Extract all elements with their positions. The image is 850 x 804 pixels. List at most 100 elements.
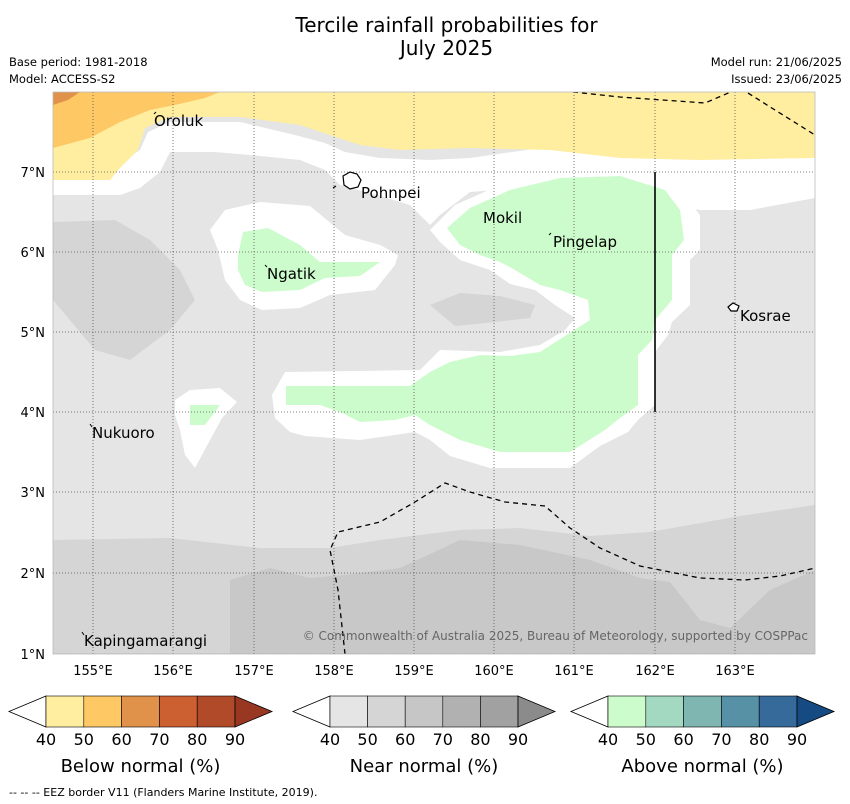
colorbar-tick-label: 60 <box>673 730 693 749</box>
colorbar-swatch <box>442 695 481 728</box>
place-pingelap: Pingelap <box>553 233 617 251</box>
lon-tick-label: 158°E <box>314 664 354 679</box>
colorbar-tick-label: 60 <box>111 730 131 749</box>
colorbar-swatch <box>645 695 684 728</box>
model-name: Model: ACCESS-S2 <box>9 72 116 86</box>
colorbar-swatch <box>758 695 798 728</box>
issued-date: Issued: 23/06/2025 <box>731 72 842 86</box>
model-run: Model run: 21/06/2025 <box>710 55 842 69</box>
meta-right: Model run: 21/06/2025 Issued: 23/06/2025 <box>711 54 842 88</box>
colorbar-tick-label: 40 <box>320 730 340 749</box>
lat-tick-label: 7°N <box>21 166 46 181</box>
colorbar-title: Below normal (%) <box>61 756 221 777</box>
colorbar-high-extend <box>796 695 836 728</box>
gridlines <box>53 92 815 654</box>
colorbar-swatch <box>121 695 160 728</box>
pingelap-islet <box>548 232 552 236</box>
colorbar-swatch <box>721 695 760 728</box>
lat-tick-label: 5°N <box>21 326 46 341</box>
colorbar-swatch <box>683 695 722 728</box>
colorbar-tick-label: 70 <box>433 730 453 749</box>
colorbar-low-extend <box>291 695 331 728</box>
oroluk-islet <box>153 111 157 115</box>
colorbar-tick-label: 40 <box>598 730 618 749</box>
colorbar-high-extend <box>234 695 274 728</box>
place-pohnpei: Pohnpei <box>361 184 421 202</box>
above-normal-40-small <box>190 405 220 425</box>
colorbar-tick-label: 90 <box>787 730 807 749</box>
above-normal-40-ngatik <box>238 228 380 292</box>
colorbar-tick-label: 50 <box>357 730 377 749</box>
lat-tick-label: 2°N <box>21 567 46 582</box>
near-normal-60-south <box>230 540 815 654</box>
colorbar-high-extend <box>517 695 557 728</box>
colorbar-tick-label: 80 <box>470 730 490 749</box>
colorbar-swatch <box>159 695 198 728</box>
colorbar-tick-label: 80 <box>749 730 769 749</box>
colorbar-swatch <box>404 695 444 728</box>
eez-border <box>329 92 815 654</box>
near-normal-50-west <box>53 220 195 360</box>
white-band-north <box>53 122 815 225</box>
nukuoro-islet <box>89 423 93 428</box>
copyright-notice: © Commonwealth of Australia 2025, Bureau… <box>303 629 808 643</box>
lat-tick-label: 3°N <box>21 486 46 501</box>
lon-tick-label: 161°E <box>554 664 594 679</box>
place-kosrae: Kosrae <box>740 307 791 325</box>
colorbar-tick-label: 50 <box>74 730 94 749</box>
pohnpei-islet <box>332 185 337 189</box>
colorbar-tick-label: 50 <box>636 730 656 749</box>
kosrae-island-icon <box>727 302 740 312</box>
title-line-1: Tercile rainfall probabilities for <box>295 13 598 37</box>
base-period: Base period: 1981-2018 <box>9 55 148 69</box>
place-kapingamarangi: Kapingamarangi <box>84 632 207 650</box>
colorbar-tick-label: 60 <box>395 730 415 749</box>
colorbar-swatch <box>367 695 406 728</box>
colorbar-tick-label: 70 <box>711 730 731 749</box>
colorbar-swatch <box>83 695 122 728</box>
latitude-axis: 7°N 6°N 5°N 4°N 3°N 2°N 1°N <box>21 166 46 663</box>
map-title: Tercile rainfall probabilities for July … <box>0 14 850 60</box>
below-normal-50-band <box>53 92 220 148</box>
longitude-axis: 155°E 156°E 157°E 158°E 159°E 160°E 161°E 162°E… <box>73 664 755 679</box>
place-mokil: Mokil <box>483 209 522 227</box>
near-normal-50-centre <box>430 293 535 326</box>
meta-left: Base period: 1981-2018 Model: ACCESS-S2 <box>9 54 148 88</box>
place-nukuoro: Nukuoro <box>92 424 155 442</box>
below-normal-40-band <box>53 92 815 180</box>
colorbar-swatch <box>196 695 236 728</box>
lat-tick-label: 6°N <box>21 246 46 261</box>
lon-tick-label: 157°E <box>234 664 274 679</box>
lon-tick-label: 162°E <box>635 664 675 679</box>
lon-tick-label: 156°E <box>153 664 193 679</box>
colorbar-title: Above normal (%) <box>621 756 783 777</box>
colorbar-swatch <box>45 695 85 728</box>
colorbar-tick-label: 40 <box>36 730 56 749</box>
lon-tick-label: 163°E <box>715 664 755 679</box>
below-normal-60-patch <box>53 92 80 105</box>
lat-tick-label: 1°N <box>21 648 46 663</box>
above-normal-40-main <box>286 176 684 452</box>
colorbar-tick-label: 80 <box>187 730 207 749</box>
colorbar-swatch <box>329 695 368 728</box>
colorbar-title: Near normal (%) <box>350 756 499 777</box>
place-ngatik: Ngatik <box>267 265 316 283</box>
lat-tick-label: 4°N <box>21 406 46 421</box>
ngatik-islet <box>264 264 268 268</box>
title-line-2: July 2025 <box>399 36 494 60</box>
eez-footnote: -- -- -- EEZ border V11 (Flanders Marine… <box>9 786 318 799</box>
kapingamarangi-islet <box>81 631 85 636</box>
pohnpei-island-icon <box>342 171 362 190</box>
colorbar-tick-label: 90 <box>508 730 528 749</box>
lon-tick-label: 160°E <box>474 664 514 679</box>
colorbar-tick-label: 70 <box>149 730 169 749</box>
colorbar-low-extend <box>569 695 609 728</box>
colorbar-low-extend <box>7 695 47 728</box>
map-plot-area: Oroluk Pohnpei Mokil Pingelap Ngatik Kos… <box>53 92 815 654</box>
colorbar-tick-label: 90 <box>225 730 245 749</box>
lon-tick-label: 159°E <box>394 664 434 679</box>
